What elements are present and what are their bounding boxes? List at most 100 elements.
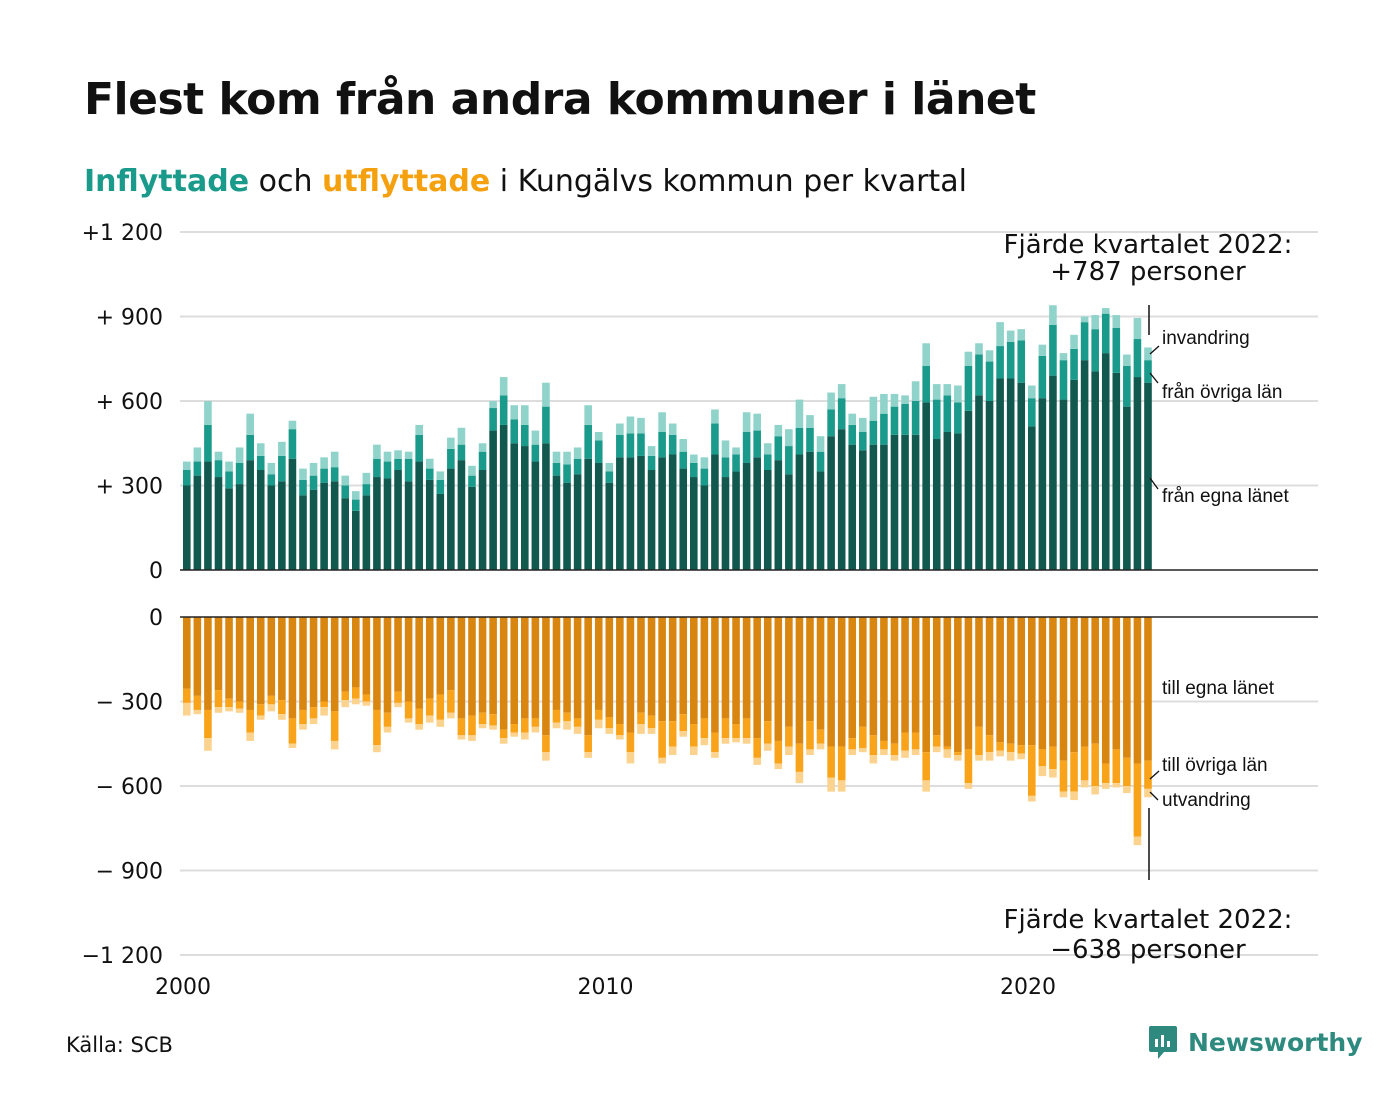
bar-out-emigration	[647, 728, 656, 734]
bar-in-other	[235, 462, 244, 485]
bar-in-immigration	[763, 443, 772, 455]
leader-fran-egna-lanet	[1149, 477, 1159, 490]
bar-in-other	[394, 458, 402, 471]
bar-in-own	[732, 471, 740, 570]
bar-in-immigration	[1091, 315, 1099, 330]
source-note: Källa: SCB	[66, 1033, 173, 1057]
bar-out-other	[732, 724, 740, 739]
bar-out-emigration	[616, 735, 624, 740]
y-tick-label-top: +1 200	[82, 221, 163, 246]
bar-out-other	[225, 698, 233, 708]
newsworthy-logo: Newsworthy	[1148, 1024, 1363, 1060]
bar-out-own	[742, 617, 751, 719]
bar-in-own	[1028, 426, 1036, 570]
bar-out-other	[848, 738, 857, 750]
bar-out-emigration	[975, 755, 983, 761]
bar-out-other	[542, 735, 550, 753]
bar-in-immigration	[415, 424, 423, 435]
bar-out-own	[605, 617, 614, 717]
bar-out-emigration	[954, 755, 962, 761]
bar-out-emigration	[1144, 788, 1152, 798]
bar-out-own	[183, 617, 191, 689]
bar-in-immigration	[1049, 305, 1057, 325]
bar-in-own	[563, 482, 571, 570]
bar-out-own	[542, 617, 550, 736]
bar-out-emigration	[859, 747, 867, 753]
bar-out-other	[1006, 743, 1015, 753]
bar-in-other	[204, 424, 212, 462]
bar-in-other	[309, 475, 318, 490]
bar-out-other	[415, 708, 423, 725]
bar-out-emigration	[499, 738, 508, 744]
bar-in-own	[785, 474, 793, 570]
bar-in-own	[753, 457, 761, 570]
bar-out-own	[278, 617, 286, 701]
bar-out-other	[320, 701, 328, 708]
bar-in-own	[183, 485, 191, 570]
bar-in-immigration	[1028, 385, 1036, 399]
annotation-top-value: +787 personer	[1050, 257, 1246, 287]
bar-out-other	[594, 709, 603, 720]
bar-in-own	[1017, 382, 1026, 570]
bar-in-other	[499, 395, 508, 425]
bar-in-immigration	[975, 343, 983, 355]
subtitle-in-word: Inflyttade	[84, 164, 250, 199]
bar-out-own	[837, 617, 846, 747]
bar-out-own	[859, 617, 867, 727]
bar-in-own	[774, 460, 783, 570]
subtitle-mid: och	[249, 164, 322, 199]
bar-in-other	[225, 471, 233, 489]
bar-out-own	[711, 617, 719, 733]
bar-out-other	[256, 704, 265, 716]
bar-in-other	[320, 468, 328, 483]
bar-in-immigration	[964, 351, 973, 366]
bar-out-emigration	[510, 732, 519, 737]
bar-in-own	[975, 395, 983, 570]
bar-out-other	[637, 712, 645, 725]
subtitle-out-word: utflyttade	[322, 164, 491, 199]
bar-out-emigration	[1070, 791, 1078, 801]
bar-in-immigration	[668, 423, 677, 435]
bar-out-own	[341, 617, 350, 692]
y-tick-label-top: + 900	[96, 306, 163, 331]
bar-in-other	[1059, 360, 1068, 400]
bar-in-immigration	[1133, 317, 1142, 340]
bar-in-immigration	[922, 343, 930, 366]
bar-out-own	[774, 617, 783, 741]
bar-out-other	[658, 721, 666, 758]
bar-out-own	[235, 617, 244, 702]
series-label-utvandring: utvandring	[1162, 790, 1251, 811]
bar-out-own	[383, 617, 392, 713]
bar-in-own	[700, 485, 709, 570]
bar-out-emigration	[542, 752, 550, 761]
bar-out-emigration	[235, 708, 244, 713]
bar-out-other	[1091, 743, 1099, 786]
bar-in-own	[521, 446, 529, 570]
bar-in-own	[626, 457, 635, 570]
bar-out-other	[584, 735, 592, 753]
bar-out-emigration	[1112, 783, 1121, 788]
bar-in-own	[447, 468, 455, 570]
bar-in-other	[489, 408, 497, 431]
bar-in-immigration	[1038, 344, 1047, 356]
bar-out-other	[309, 707, 318, 719]
bar-out-own	[573, 617, 582, 719]
bar-out-other	[795, 743, 804, 772]
bar-out-emigration	[932, 746, 941, 753]
bar-out-own	[954, 617, 962, 753]
bar-in-other	[1123, 365, 1131, 407]
series-label-fran-ovriga-lan: från övriga län	[1162, 382, 1282, 403]
bar-in-own	[668, 454, 677, 570]
bar-in-own	[320, 482, 328, 570]
bar-in-own	[816, 471, 825, 570]
bar-in-immigration	[869, 396, 878, 421]
bar-out-other	[468, 715, 476, 736]
bar-in-own	[911, 434, 920, 570]
bar-in-other	[267, 474, 276, 486]
bar-out-emigration	[584, 752, 592, 758]
bar-out-emigration	[774, 763, 783, 770]
bar-in-own	[859, 450, 867, 570]
bar-out-other	[521, 718, 529, 733]
bar-in-immigration	[584, 405, 592, 425]
bar-out-emigration	[827, 777, 835, 792]
